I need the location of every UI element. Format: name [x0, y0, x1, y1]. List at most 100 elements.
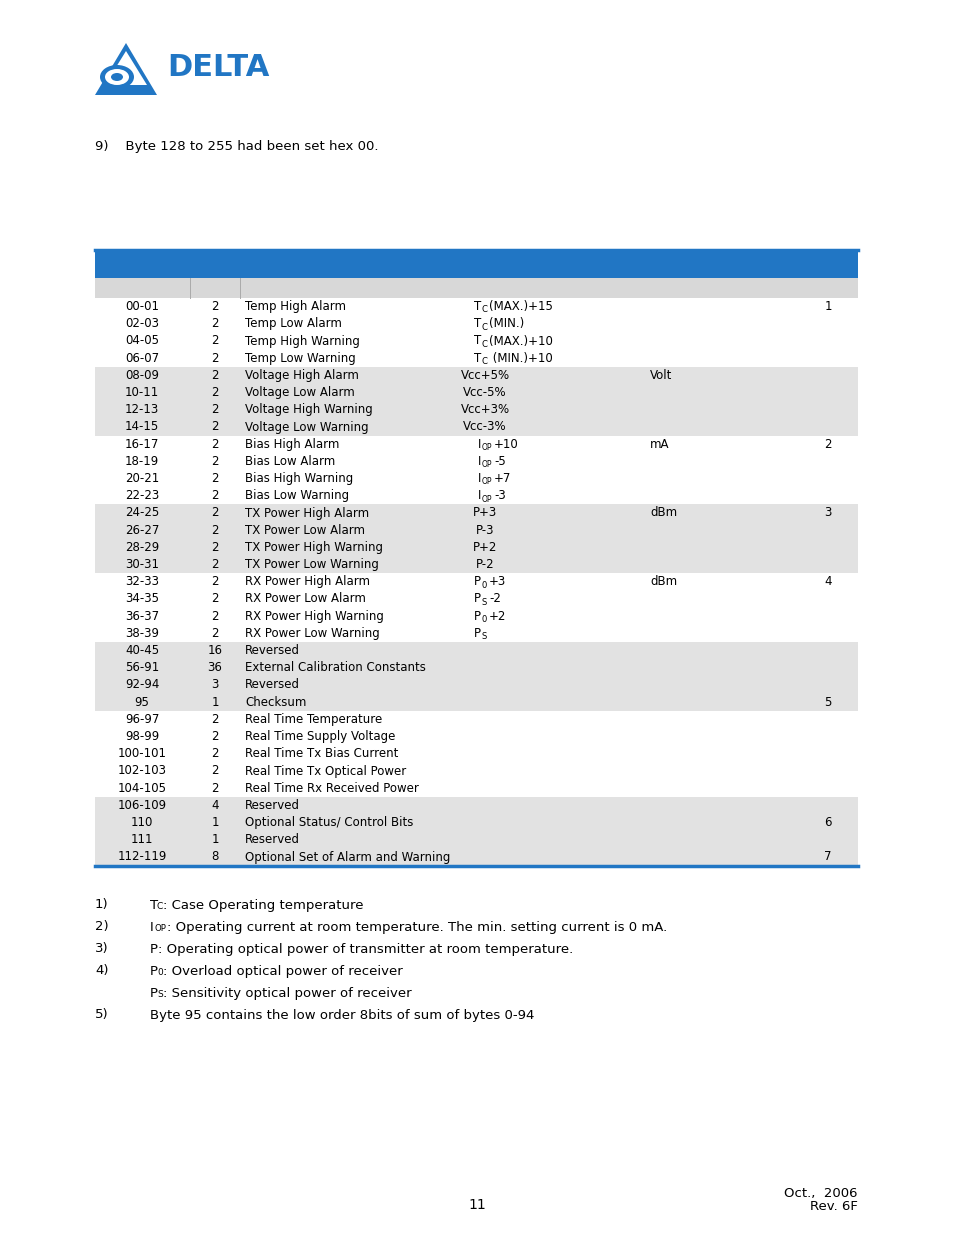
- Text: TX Power Low Alarm: TX Power Low Alarm: [245, 524, 365, 537]
- Text: Byte 95 contains the low order 8bits of sum of bytes 0-94: Byte 95 contains the low order 8bits of …: [150, 1009, 534, 1021]
- Text: -5: -5: [494, 454, 505, 468]
- Text: 10-11: 10-11: [125, 387, 159, 399]
- Bar: [95, 453, 857, 471]
- Text: 2: 2: [211, 610, 218, 622]
- Bar: [95, 350, 857, 367]
- Bar: [95, 538, 857, 556]
- Text: Real Time Tx Bias Current: Real Time Tx Bias Current: [245, 747, 398, 761]
- Text: Vcc-5%: Vcc-5%: [463, 387, 506, 399]
- Text: P+2: P+2: [473, 541, 497, 555]
- Text: 0: 0: [157, 968, 163, 977]
- Text: 3: 3: [212, 678, 218, 692]
- Text: Bias High Warning: Bias High Warning: [245, 472, 353, 485]
- Bar: [95, 642, 857, 659]
- Text: 12-13: 12-13: [125, 404, 159, 416]
- Text: 04-05: 04-05: [125, 335, 159, 347]
- Text: +3: +3: [489, 576, 506, 588]
- Text: P-2: P-2: [476, 558, 494, 571]
- Bar: [95, 401, 857, 419]
- Text: 4): 4): [95, 963, 109, 977]
- Text: C: C: [481, 322, 488, 331]
- Text: (MAX.)+15: (MAX.)+15: [489, 300, 553, 314]
- Text: 28-29: 28-29: [125, 541, 159, 555]
- Text: 30-31: 30-31: [125, 558, 159, 571]
- Text: TX Power Low Warning: TX Power Low Warning: [245, 558, 378, 571]
- Bar: [95, 814, 857, 831]
- Bar: [95, 556, 857, 573]
- Text: 111: 111: [131, 834, 153, 846]
- Bar: [95, 249, 857, 278]
- Text: C: C: [157, 903, 163, 911]
- Text: 2): 2): [95, 920, 109, 932]
- Text: : Overload optical power of receiver: : Overload optical power of receiver: [163, 965, 402, 978]
- Text: 02-03: 02-03: [125, 317, 159, 330]
- Text: 34-35: 34-35: [125, 593, 159, 605]
- Text: RX Power High Warning: RX Power High Warning: [245, 610, 383, 622]
- Bar: [95, 762, 857, 779]
- Text: OP: OP: [481, 443, 492, 452]
- Text: -2: -2: [489, 593, 500, 605]
- Bar: [95, 367, 857, 384]
- Bar: [95, 711, 857, 727]
- Text: OP: OP: [481, 494, 492, 504]
- Text: I: I: [477, 489, 480, 503]
- Text: 2: 2: [211, 558, 218, 571]
- Bar: [95, 608, 857, 625]
- Text: Reserved: Reserved: [245, 799, 299, 811]
- Text: Real Time Tx Optical Power: Real Time Tx Optical Power: [245, 764, 406, 778]
- Polygon shape: [95, 43, 157, 95]
- Text: 2: 2: [211, 506, 218, 520]
- Bar: [95, 315, 857, 332]
- Text: TX Power High Alarm: TX Power High Alarm: [245, 506, 369, 520]
- Text: TX Power High Warning: TX Power High Warning: [245, 541, 382, 555]
- Text: 0: 0: [481, 580, 487, 589]
- Text: T: T: [150, 899, 158, 911]
- Text: 20-21: 20-21: [125, 472, 159, 485]
- Text: 2: 2: [211, 713, 218, 726]
- Text: (MIN.)+10: (MIN.)+10: [489, 352, 552, 364]
- Bar: [95, 727, 857, 745]
- Text: 00-01: 00-01: [125, 300, 159, 314]
- Bar: [95, 831, 857, 848]
- Text: 0: 0: [481, 615, 487, 624]
- Text: 2: 2: [211, 524, 218, 537]
- Text: 36-37: 36-37: [125, 610, 159, 622]
- Text: +7: +7: [494, 472, 511, 485]
- Text: 9)    Byte 128 to 255 had been set hex 00.: 9) Byte 128 to 255 had been set hex 00.: [95, 140, 378, 153]
- Text: Voltage High Warning: Voltage High Warning: [245, 404, 373, 416]
- Text: mA: mA: [649, 437, 669, 451]
- Text: 2: 2: [211, 593, 218, 605]
- Text: Volt: Volt: [649, 369, 672, 382]
- Text: Voltage Low Warning: Voltage Low Warning: [245, 420, 368, 433]
- Text: (MIN.): (MIN.): [489, 317, 524, 330]
- Text: C: C: [481, 305, 488, 315]
- Text: 92-94: 92-94: [125, 678, 159, 692]
- Text: Reserved: Reserved: [245, 834, 299, 846]
- Text: dBm: dBm: [649, 576, 677, 588]
- Text: 56-91: 56-91: [125, 661, 159, 674]
- Bar: [95, 659, 857, 677]
- Text: I: I: [477, 437, 480, 451]
- Text: 1: 1: [211, 834, 218, 846]
- Text: P: P: [474, 593, 480, 605]
- Text: 2: 2: [211, 404, 218, 416]
- Bar: [95, 848, 857, 866]
- Text: Checksum: Checksum: [245, 695, 306, 709]
- Bar: [95, 332, 857, 350]
- Text: 2: 2: [211, 764, 218, 778]
- Text: 36: 36: [208, 661, 222, 674]
- Text: Real Time Temperature: Real Time Temperature: [245, 713, 382, 726]
- Text: 104-105: 104-105: [117, 782, 167, 794]
- Text: S: S: [157, 990, 163, 999]
- Text: Reversed: Reversed: [245, 678, 299, 692]
- Text: 5: 5: [823, 695, 831, 709]
- Text: 32-33: 32-33: [125, 576, 159, 588]
- Text: 16-17: 16-17: [125, 437, 159, 451]
- Ellipse shape: [111, 73, 123, 82]
- Text: 112-119: 112-119: [117, 851, 167, 863]
- Text: I: I: [477, 472, 480, 485]
- Text: Oct.,  2006: Oct., 2006: [783, 1187, 857, 1199]
- Text: OP: OP: [481, 461, 492, 469]
- Text: 106-109: 106-109: [117, 799, 167, 811]
- Text: Optional Set of Alarm and Warning: Optional Set of Alarm and Warning: [245, 851, 450, 863]
